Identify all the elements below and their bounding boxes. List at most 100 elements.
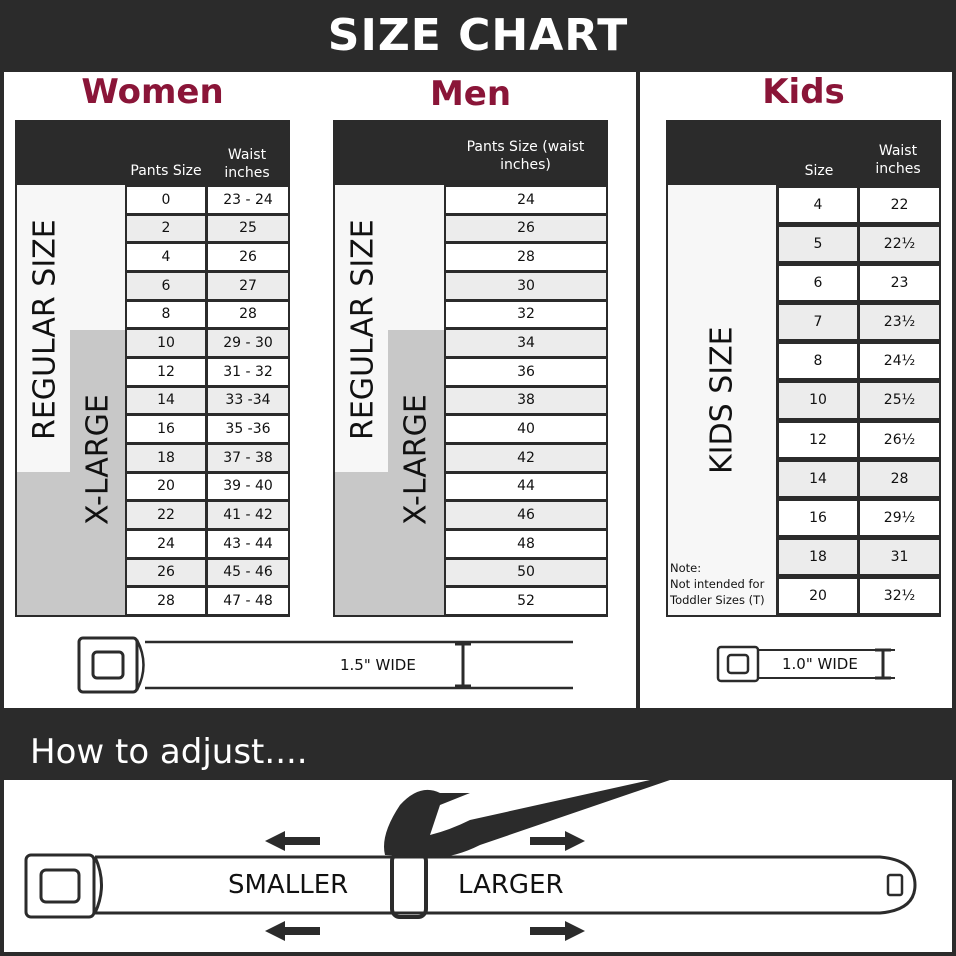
women-waist-cell: 39 - 40 xyxy=(208,473,288,500)
kids-waist-cell: 25½ xyxy=(860,383,939,418)
women-waist-cell: 47 - 48 xyxy=(208,588,288,614)
kids-size-cell: 8 xyxy=(779,344,857,379)
men-size-cell: 32 xyxy=(446,301,606,328)
kids-table: Size Waist inches KIDS SIZE Note: Not in… xyxy=(666,120,941,617)
women-col-pants-size: Pants Size xyxy=(130,163,202,179)
women-waist-cell: 41 - 42 xyxy=(208,502,288,528)
adult-belt-illustration xyxy=(77,636,573,694)
kids-note-title: Note: xyxy=(670,561,702,575)
kids-size-cell: 20 xyxy=(779,578,857,613)
adjust-heading: How to adjust.... xyxy=(30,732,308,772)
men-size-cell: 40 xyxy=(446,416,606,442)
men-size-cell: 28 xyxy=(446,244,606,270)
kids-size-label: KIDS SIZE xyxy=(704,326,740,474)
women-size-cell: 12 xyxy=(127,359,205,385)
women-size-cell: 4 xyxy=(127,244,205,270)
women-size-cell: 22 xyxy=(127,502,205,528)
kids-col-waist: Waist inches xyxy=(875,143,921,177)
arrow-right-icon xyxy=(530,831,585,941)
men-size-cell: 48 xyxy=(446,531,606,557)
women-size-cell: 20 xyxy=(127,473,205,500)
men-xlarge-label: X-LARGE xyxy=(398,394,434,526)
men-size-cell: 52 xyxy=(446,588,606,614)
women-col-waist: Waist inches xyxy=(224,147,270,181)
kids-waist-cell: 29½ xyxy=(860,500,939,535)
men-size-cell: 36 xyxy=(446,359,606,385)
kids-col-size: Size xyxy=(804,163,834,179)
width-marker-icon xyxy=(875,648,891,680)
hand-icon xyxy=(384,780,670,858)
kids-belt-width: 1.0" WIDE xyxy=(782,655,858,673)
kids-size-cell: 14 xyxy=(779,461,857,496)
women-size-cell: 28 xyxy=(127,588,205,614)
kids-waist-cell: 23½ xyxy=(860,305,939,340)
kids-size-cell: 6 xyxy=(779,266,857,301)
women-xlarge-label: X-LARGE xyxy=(80,394,116,526)
kids-note: Note: Not intended for Toddler Sizes (T) xyxy=(670,560,774,608)
women-waist-cell: 43 - 44 xyxy=(208,531,288,557)
women-size-cell: 18 xyxy=(127,445,205,471)
kids-size-cell: 5 xyxy=(779,227,857,262)
men-size-cell: 50 xyxy=(446,559,606,586)
women-size-cell: 16 xyxy=(127,416,205,442)
women-waist-cell: 33 -34 xyxy=(208,387,288,414)
men-col-pants-size: Pants Size (waist inches) xyxy=(466,139,585,173)
belt-end-icon xyxy=(886,873,904,897)
women-waist-cell: 29 - 30 xyxy=(208,330,288,356)
women-waist-cell: 25 xyxy=(208,215,288,242)
kids-waist-cell: 31 xyxy=(860,539,939,574)
men-heading: Men xyxy=(429,74,512,114)
larger-label: LARGER xyxy=(458,870,564,900)
men-size-cell: 34 xyxy=(446,330,606,356)
adult-belt-width: 1.5" WIDE xyxy=(340,656,416,674)
women-size-cell: 2 xyxy=(127,215,205,242)
kids-waist-cell: 22½ xyxy=(860,227,939,262)
men-size-cell: 42 xyxy=(446,445,606,471)
men-size-cell: 30 xyxy=(446,273,606,299)
kids-heading: Kids xyxy=(762,72,845,112)
women-waist-cell: 45 - 46 xyxy=(208,559,288,586)
smaller-label: SMALLER xyxy=(228,870,349,900)
women-waist-cell: 35 -36 xyxy=(208,416,288,442)
kids-size-cell: 12 xyxy=(779,422,857,457)
men-size-cell: 26 xyxy=(446,215,606,242)
width-marker-icon xyxy=(455,642,471,688)
kids-size-cell: 7 xyxy=(779,305,857,340)
men-regular-size-label: REGULAR SIZE xyxy=(345,219,381,441)
women-waist-cell: 26 xyxy=(208,244,288,270)
women-waist-cell: 23 - 24 xyxy=(208,187,288,213)
kids-waist-cell: 22 xyxy=(860,188,939,223)
kids-waist-cell: 26½ xyxy=(860,422,939,457)
women-size-cell: 14 xyxy=(127,387,205,414)
kids-size-cell: 16 xyxy=(779,500,857,535)
kids-note-text: Not intended for Toddler Sizes (T) xyxy=(670,577,765,607)
women-size-cell: 10 xyxy=(127,330,205,356)
women-size-cell: 6 xyxy=(127,273,205,299)
women-size-cell: 8 xyxy=(127,301,205,328)
kids-size-cell: 18 xyxy=(779,539,857,574)
women-table: Pants Size Waist inches REGULAR SIZE X-L… xyxy=(15,120,290,617)
page-title: SIZE CHART xyxy=(327,10,629,61)
men-size-cell: 46 xyxy=(446,502,606,528)
women-waist-cell: 27 xyxy=(208,273,288,299)
men-table: Pants Size (waist inches) REGULAR SIZE X… xyxy=(333,120,608,617)
adjust-belt-illustration xyxy=(24,780,917,941)
men-size-cell: 38 xyxy=(446,387,606,414)
men-size-cell: 44 xyxy=(446,473,606,500)
kids-waist-cell: 28 xyxy=(860,461,939,496)
women-waist-cell: 37 - 38 xyxy=(208,445,288,471)
kids-waist-cell: 24½ xyxy=(860,344,939,379)
kids-size-cell: 10 xyxy=(779,383,857,418)
women-heading: Women xyxy=(81,72,224,112)
women-size-cell: 24 xyxy=(127,531,205,557)
kids-waist-cell: 32½ xyxy=(860,578,939,613)
women-size-cell: 0 xyxy=(127,187,205,213)
kids-belt-illustration xyxy=(716,645,895,683)
kids-waist-cell: 23 xyxy=(860,266,939,301)
women-size-cell: 26 xyxy=(127,559,205,586)
women-waist-cell: 28 xyxy=(208,301,288,328)
women-waist-cell: 31 - 32 xyxy=(208,359,288,385)
arrow-left-icon xyxy=(265,831,320,941)
kids-size-cell: 4 xyxy=(779,188,857,223)
men-size-cell: 24 xyxy=(446,187,606,213)
